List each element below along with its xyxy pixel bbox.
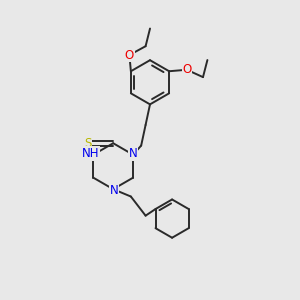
Text: NH: NH	[82, 147, 100, 160]
Text: S: S	[85, 137, 92, 150]
Text: N: N	[110, 184, 119, 197]
Text: O: O	[125, 49, 134, 62]
Text: N: N	[129, 147, 137, 160]
Text: O: O	[182, 63, 191, 76]
